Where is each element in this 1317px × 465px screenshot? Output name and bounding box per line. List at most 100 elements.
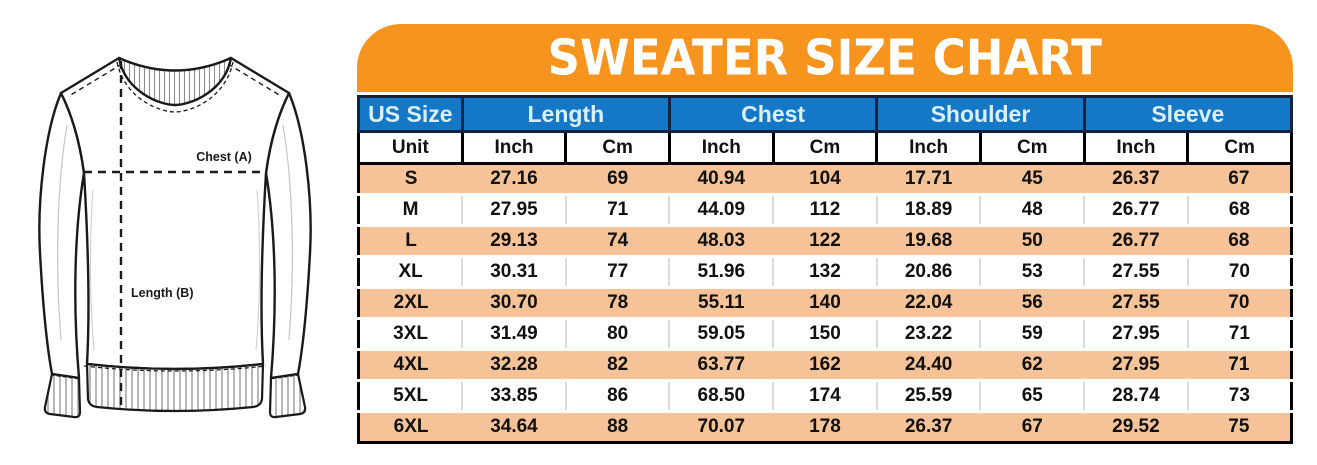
measurement-cell: 33.85	[461, 379, 566, 412]
unit-cell: Cm	[978, 130, 1086, 165]
unit-cell: Cm	[564, 130, 671, 165]
collar-seam-dashed	[116, 61, 234, 113]
measurement-cell: 132	[772, 255, 877, 288]
measurement-cell: 48	[979, 193, 1085, 226]
measurement-cell: 29.13	[462, 224, 566, 257]
measurement-cell: 74	[565, 224, 670, 257]
measurement-cell: 23.22	[875, 317, 981, 350]
measurement-cell: 71	[1186, 317, 1292, 350]
table-unit-row: Unit Inch Cm Inch Cm Inch Cm Inch Cm	[357, 130, 1293, 165]
measurement-cell: 44.09	[668, 193, 774, 226]
measurement-cell: 73	[1186, 379, 1292, 412]
measurement-cell: 48.03	[669, 224, 774, 257]
measurement-cell: 80	[564, 317, 670, 350]
measurement-cell: 63.77	[669, 348, 774, 381]
measurement-cell: 45	[980, 163, 1085, 195]
measurement-cell: 69	[565, 163, 670, 195]
collar-band	[117, 56, 233, 107]
shoulder-seam-right	[227, 63, 282, 97]
measurement-cell: 67	[980, 410, 1085, 443]
size-table: US Size Length Chest Shoulder Sleeve Uni…	[357, 95, 1294, 444]
size-row-m: M 27.95 71 44.09 112 18.89 48 26.77 68	[358, 193, 1292, 226]
measurement-cell: 27.95	[1084, 348, 1188, 381]
size-label-cell: S	[358, 163, 463, 195]
measurement-cell: 40.94	[669, 163, 774, 195]
sleeve-shading-left	[57, 124, 68, 341]
column-header-shoulder: Shoulder	[875, 95, 1086, 133]
unit-cell: Cm	[771, 130, 879, 165]
measurement-cell: 18.89	[875, 193, 981, 226]
size-row-2xl: 2XL 30.70 78 55.11 140 22.04 56 27.55 70	[358, 286, 1292, 319]
measurement-cell: 68	[1187, 224, 1292, 257]
measurement-cell: 68	[1186, 193, 1292, 226]
cuff-top-dashed-right	[269, 374, 300, 380]
size-row-5xl: 5XL 33.85 86 68.50 174 25.59 65 28.74 73	[358, 379, 1292, 412]
measurement-cell: 53	[979, 255, 1085, 288]
column-header-sleeve: Sleeve	[1082, 95, 1294, 133]
measurement-cell: 27.55	[1083, 255, 1188, 288]
shoulder-seam-left	[68, 63, 123, 97]
measurement-cell: 22.04	[876, 286, 981, 319]
unit-cell: Inch	[460, 130, 568, 165]
measurement-cell: 27.55	[1084, 286, 1188, 319]
sweater-diagram: Chest (A) Length (B)	[26, 5, 338, 457]
measurement-cell: 26.77	[1083, 193, 1188, 226]
measurement-cell: 68.50	[668, 379, 774, 412]
right-cuff	[268, 372, 307, 419]
size-row-xl: XL 30.31 77 51.96 132 20.86 53 27.55 70	[358, 255, 1292, 288]
measurement-cell: 56	[980, 286, 1085, 319]
size-label-cell: 4XL	[358, 348, 463, 381]
measurement-cell: 20.86	[875, 255, 981, 288]
measurement-cell: 67	[1187, 163, 1292, 195]
measurement-cell: 31.49	[461, 317, 566, 350]
measurement-cell: 162	[773, 348, 877, 381]
measurement-cell: 19.68	[876, 224, 981, 257]
measurement-cell: 51.96	[668, 255, 774, 288]
size-row-3xl: 3XL 31.49 80 59.05 150 23.22 59 27.95 71	[358, 317, 1292, 350]
measurement-cell: 70	[1187, 286, 1292, 319]
measurement-cell: 34.64	[462, 410, 566, 443]
measurement-cell: 26.37	[876, 410, 981, 443]
measurement-cell: 30.31	[461, 255, 566, 288]
measurement-cell: 24.40	[876, 348, 981, 381]
measurement-cell: 104	[773, 163, 877, 195]
measurement-cell: 178	[773, 410, 877, 443]
measurement-cell: 88	[565, 410, 670, 443]
measurement-cell: 26.37	[1084, 163, 1188, 195]
measurement-cell: 50	[980, 224, 1085, 257]
size-label-cell: L	[358, 224, 463, 257]
body-shading-right	[255, 189, 261, 351]
measurement-cell: 86	[564, 379, 670, 412]
measurement-cell: 25.59	[875, 379, 981, 412]
measurement-cell: 17.71	[876, 163, 981, 195]
measurement-cell: 78	[565, 286, 670, 319]
left-cuff	[43, 372, 82, 419]
measurement-cell: 32.28	[462, 348, 566, 381]
unit-cell: Inch	[667, 130, 775, 165]
title-banner: SWEATER SIZE CHART	[357, 24, 1293, 92]
measurement-cell: 71	[564, 193, 670, 226]
hem-band	[85, 362, 265, 413]
measurement-cell: 77	[564, 255, 670, 288]
measurement-cell: 28.74	[1083, 379, 1188, 412]
measurement-cell: 62	[980, 348, 1085, 381]
size-label-cell: 2XL	[358, 286, 463, 319]
size-label-cell: 5XL	[358, 379, 463, 412]
measurement-cell: 55.11	[669, 286, 774, 319]
hem-top-dashed	[83, 365, 267, 372]
measurement-cell: 70	[1186, 255, 1292, 288]
measurement-cell: 75	[1187, 410, 1292, 443]
size-row-4xl: 4XL 32.28 82 63.77 162 24.40 62 27.95 71	[358, 348, 1292, 381]
size-label-cell: XL	[358, 255, 463, 288]
size-chart-panel: SWEATER SIZE CHART US Size Length Chest …	[357, 24, 1294, 444]
size-label-cell: M	[358, 193, 463, 226]
measurement-cell: 30.70	[462, 286, 566, 319]
unit-cell: Inch	[875, 130, 982, 165]
measurement-cell: 122	[773, 224, 877, 257]
measurement-cell: 112	[772, 193, 877, 226]
cuff-top-dashed-left	[50, 374, 81, 380]
size-row-l: L 29.13 74 48.03 122 19.68 50 26.77 68	[358, 224, 1292, 257]
length-label: Length (B)	[131, 286, 193, 300]
sleeve-shading-right	[282, 124, 293, 341]
